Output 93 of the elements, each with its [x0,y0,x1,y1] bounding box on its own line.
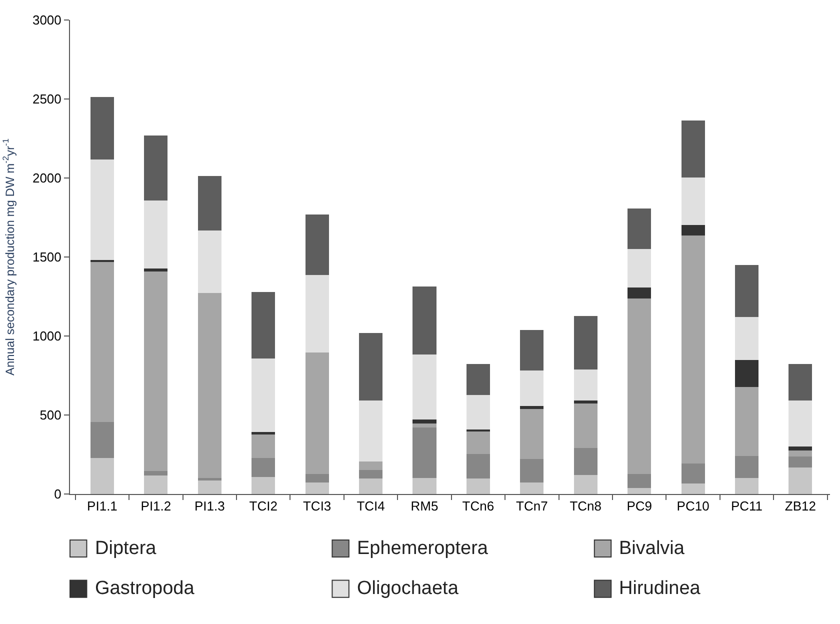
bar [788,466,812,494]
bar [466,478,490,494]
bar [359,399,383,462]
bar [574,446,598,475]
bar [90,457,114,494]
x-tick-label: TCn6 [462,498,494,514]
bar [520,408,544,459]
bar [734,265,759,317]
bar [252,433,276,458]
bar [628,472,652,488]
bar [412,286,436,355]
bar [90,261,114,422]
bar [198,230,222,294]
bar [520,482,544,494]
y-tick-label: 1000 [32,328,62,344]
y-tick-label: 0 [54,486,62,502]
legend-label: Bivalvia [619,538,685,559]
bar [252,457,276,478]
bar [90,420,114,458]
bar [305,482,329,494]
bar [305,351,329,474]
x-tick-label: PI1.1 [87,498,118,514]
x-tick-label: RM5 [410,498,438,514]
bar [788,399,812,446]
y-tick-label: 2500 [32,92,62,107]
bar [466,453,490,479]
bar [681,120,705,178]
bar [198,292,222,478]
bar [359,460,383,470]
bar [252,476,276,494]
bar [144,200,168,269]
bar [734,386,759,456]
bar [466,430,490,454]
bar [681,234,705,464]
x-tick-label: TCn8 [570,498,602,514]
x-tick-label: ZB12 [784,498,816,514]
bar [520,369,544,406]
legend-label: Hirudinea [619,578,701,599]
bar [305,214,329,275]
bar [734,316,759,360]
bar [628,298,652,474]
bar [681,176,705,226]
bar [252,292,276,359]
bar [788,364,812,400]
legend-label: Oligochaeta [357,578,459,599]
bar [734,454,759,478]
x-tick-label: PI1.2 [140,498,172,514]
bar [574,402,598,448]
x-tick-label: PI1.3 [194,498,225,514]
bar [788,456,812,468]
bar [734,359,759,388]
bar [144,270,168,471]
bar [198,176,222,231]
x-tick-label: PC11 [730,498,763,514]
bar [412,476,436,494]
x-tick-label: TCn7 [516,498,548,514]
bar [681,224,705,236]
x-tick-label: TCI2 [249,498,278,514]
legend-label: Gastropoda [95,578,195,599]
bar [144,474,168,494]
x-tick-label: TCI4 [356,498,385,514]
bar [574,474,598,494]
y-tick-label: 2000 [32,170,62,186]
bar [466,394,490,430]
bar [628,286,652,299]
legend-label: Ephemeroptera [357,538,488,559]
bar [466,364,490,395]
bar [520,330,544,370]
bar [681,462,705,484]
bar [252,358,276,432]
bar [412,354,436,420]
bar [681,482,705,494]
bar [90,158,114,260]
x-tick-label: PC10 [676,498,710,514]
bar [198,479,222,494]
bar [574,368,598,400]
x-tick-label: PC9 [626,498,652,514]
y-tick-label: 1500 [32,250,62,265]
bar [359,478,383,494]
bar [628,248,652,288]
bar [359,333,383,400]
bar [412,426,436,478]
bar [520,458,544,483]
bar [574,316,598,370]
legend-label: Diptera [95,538,157,559]
bar [144,136,168,201]
bar [90,96,114,160]
y-tick-label: 500 [40,408,62,423]
bar [628,208,652,249]
bar [734,476,759,494]
bar [305,274,329,352]
x-tick-label: TCI3 [302,498,332,514]
y-tick-label: 3000 [32,12,62,28]
